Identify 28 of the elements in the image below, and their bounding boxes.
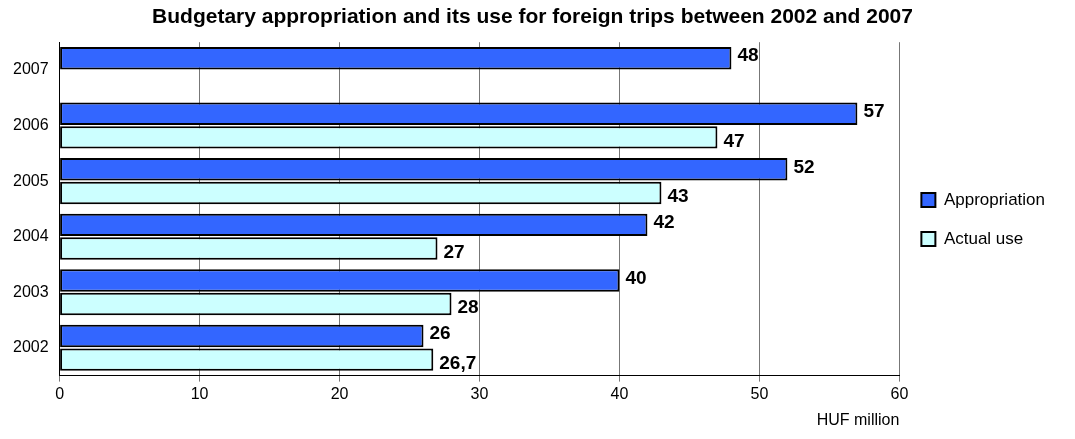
data-label: 48: [737, 44, 759, 66]
y-tick-label: 2005: [13, 171, 49, 189]
y-tick-label: 2004: [13, 227, 49, 245]
x-tick-label: 10: [190, 384, 209, 402]
data-label: 47: [723, 129, 745, 151]
data-label: 43: [667, 185, 689, 207]
y-tick-label: 2006: [13, 115, 49, 133]
y-tick-label: 2007: [13, 60, 49, 78]
x-tick-label: 40: [610, 384, 629, 402]
x-tick-label: 60: [890, 384, 909, 402]
x-tick-label: 0: [55, 384, 65, 402]
data-label: 57: [863, 99, 885, 121]
x-tick-label: 20: [330, 384, 349, 402]
data-label: 40: [625, 266, 647, 288]
chart-title: Budgetary appropriation and its use for foreign trips between 2002 and 2007: [152, 4, 913, 28]
x-tick-label: 30: [470, 384, 489, 402]
data-label: 42: [653, 211, 675, 233]
legend-label: Actual use: [943, 228, 1024, 248]
data-label: 27: [443, 240, 465, 262]
x-tick-label: 50: [750, 384, 769, 402]
data-label: 28: [457, 296, 479, 318]
data-label: 26: [429, 322, 451, 344]
y-tick-label: 2003: [13, 282, 49, 300]
x-axis-title: HUF million: [816, 410, 900, 428]
legend-label: Appropriation: [943, 189, 1045, 209]
data-label: 26,7: [439, 351, 477, 373]
y-tick-label: 2002: [13, 338, 49, 356]
data-label: 52: [793, 155, 815, 177]
